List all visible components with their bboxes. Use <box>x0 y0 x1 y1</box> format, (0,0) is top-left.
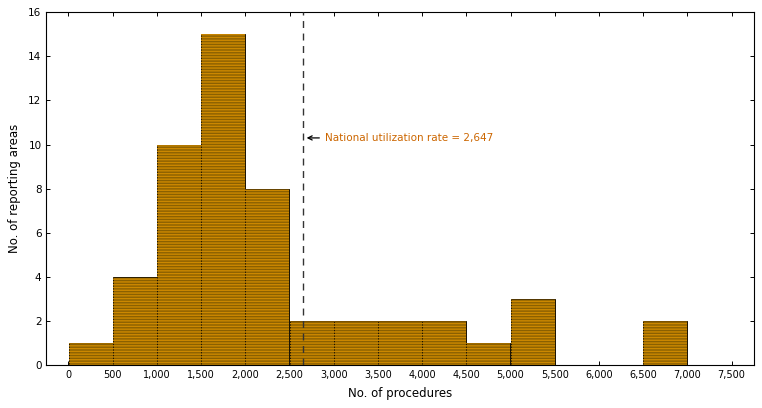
Bar <box>378 321 422 365</box>
Bar <box>245 188 290 365</box>
Bar <box>511 299 555 365</box>
Bar <box>290 321 334 365</box>
Bar <box>422 321 466 365</box>
Bar <box>466 343 511 365</box>
Bar <box>643 321 687 365</box>
Y-axis label: No. of reporting areas: No. of reporting areas <box>8 124 21 253</box>
Bar <box>69 343 113 365</box>
Bar <box>245 188 290 365</box>
Bar <box>113 277 157 365</box>
Bar <box>113 277 157 365</box>
Bar <box>157 144 201 365</box>
Bar <box>511 299 555 365</box>
Bar <box>643 321 687 365</box>
Bar <box>422 321 466 365</box>
Text: National utilization rate = 2,647: National utilization rate = 2,647 <box>308 133 493 143</box>
Bar <box>334 321 378 365</box>
X-axis label: No. of procedures: No. of procedures <box>348 387 452 400</box>
Bar <box>201 34 245 365</box>
Bar <box>201 34 245 365</box>
Bar <box>290 321 334 365</box>
Bar <box>466 343 511 365</box>
Bar <box>157 144 201 365</box>
Bar <box>378 321 422 365</box>
Bar <box>69 343 113 365</box>
Bar <box>334 321 378 365</box>
